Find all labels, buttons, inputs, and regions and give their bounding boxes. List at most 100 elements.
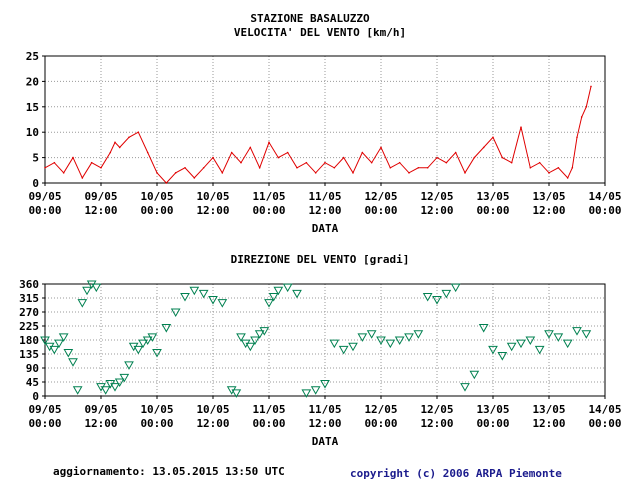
direction-data-point	[180, 292, 190, 302]
direction-chart-title: DIREZIONE DEL VENTO [gradi]	[230, 253, 410, 266]
direction-data-point	[254, 330, 265, 339]
x-tick-time: 00:00	[252, 204, 285, 217]
speed-data-point	[156, 172, 158, 174]
direction-data-point	[208, 296, 218, 305]
direction-data-point	[49, 345, 60, 355]
direction-data-point	[441, 289, 452, 299]
x-tick-date: 10/05	[140, 190, 173, 203]
speed-data-point	[580, 116, 583, 118]
speed-data-point	[520, 126, 522, 128]
direction-data-point	[142, 336, 153, 346]
x-tick-date: 11/05	[252, 190, 285, 203]
speed-data-point	[380, 146, 382, 149]
speed-data-point	[62, 172, 65, 174]
y-tick-label: 270	[19, 306, 39, 319]
x-tick-time: 12:00	[532, 204, 565, 217]
speed-data-point	[538, 161, 541, 164]
x-tick-time: 00:00	[476, 417, 509, 430]
y-tick-label: 25	[26, 50, 39, 63]
speed-data-point	[314, 172, 317, 174]
direction-data-point	[124, 361, 134, 370]
direction-data-point	[366, 330, 377, 339]
direction-data-point	[91, 283, 102, 293]
direction-data-point	[236, 333, 246, 342]
speed-data-point	[482, 146, 485, 149]
speed-data-point	[81, 177, 84, 179]
y-tick-label: 45	[26, 376, 39, 389]
x-tick-date: 11/05	[308, 190, 341, 203]
direction-data-point	[348, 342, 358, 352]
y-tick-label: 90	[26, 362, 39, 375]
direction-data-point	[268, 292, 279, 302]
direction-data-point	[497, 352, 508, 361]
speed-data-point	[426, 166, 429, 169]
speed-data-point	[249, 146, 252, 149]
direction-data-point	[54, 339, 64, 349]
speed-data-point	[454, 151, 457, 154]
direction-data-point	[385, 339, 396, 349]
speed-data-point	[464, 172, 466, 174]
x-tick-date: 11/05	[308, 403, 341, 416]
speed-data-point	[286, 151, 289, 154]
y-tick-label: 0	[32, 390, 39, 403]
speed-data-point	[408, 172, 410, 174]
speed-data-point	[165, 182, 168, 184]
x-axis-label: DATA	[312, 435, 339, 448]
speed-data-point	[296, 166, 298, 169]
direction-data-point	[259, 327, 270, 336]
x-tick-date: 14/05	[588, 190, 621, 203]
x-tick-time: 00:00	[364, 204, 397, 217]
speed-data-point	[174, 172, 177, 174]
speed-data-point	[398, 161, 401, 164]
direction-data-point	[562, 339, 573, 349]
direction-data-point	[329, 339, 340, 349]
x-tick-date: 09/05	[84, 190, 117, 203]
x-tick-time: 12:00	[532, 417, 565, 430]
x-tick-time: 00:00	[28, 417, 61, 430]
x-tick-time: 12:00	[420, 204, 453, 217]
direction-data-point	[310, 386, 321, 395]
direction-data-point	[581, 330, 592, 339]
speed-data-point	[590, 85, 592, 88]
direction-data-point	[189, 286, 200, 296]
direction-data-point	[301, 389, 312, 398]
x-tick-time: 00:00	[476, 204, 509, 217]
direction-data-point	[553, 333, 564, 342]
direction-data-point	[110, 383, 120, 392]
speed-data-point	[417, 166, 420, 169]
x-tick-time: 12:00	[84, 204, 117, 217]
speed-data-point	[268, 141, 270, 144]
direction-data-point	[516, 339, 526, 349]
speed-data-point	[128, 136, 130, 139]
x-tick-date: 10/05	[196, 403, 229, 416]
speed-data-point	[109, 151, 112, 154]
direction-data-point	[119, 373, 130, 383]
x-tick-time: 12:00	[308, 417, 341, 430]
direction-data-point	[161, 324, 172, 333]
speed-chart-title: VELOCITA' DEL VENTO [km/h]	[233, 26, 407, 39]
x-tick-time: 00:00	[588, 204, 621, 217]
direction-data-point	[572, 327, 582, 336]
x-tick-time: 00:00	[140, 204, 173, 217]
y-tick-label: 10	[26, 126, 39, 139]
x-tick-time: 12:00	[196, 417, 229, 430]
direction-data-point	[338, 345, 349, 355]
direction-data-point	[152, 348, 162, 358]
direction-data-point	[478, 324, 489, 333]
direction-data-point	[198, 289, 209, 299]
direction-data-point	[68, 358, 78, 367]
x-tick-date: 10/05	[140, 403, 173, 416]
x-tick-date: 12/05	[420, 190, 453, 203]
y-tick-label: 5	[32, 152, 39, 165]
speed-data-point	[352, 172, 354, 174]
speed-data-point	[585, 106, 588, 108]
y-tick-label: 180	[19, 334, 39, 347]
update-timestamp: aggiornamento: 13.05.2015 13:50 UTC	[53, 465, 285, 478]
x-tick-date: 12/05	[420, 403, 453, 416]
x-tick-time: 00:00	[364, 417, 397, 430]
speed-data-point	[114, 141, 116, 144]
direction-data-point	[460, 383, 470, 392]
x-axis-label: DATA	[312, 222, 339, 235]
speed-data-point	[571, 166, 574, 169]
